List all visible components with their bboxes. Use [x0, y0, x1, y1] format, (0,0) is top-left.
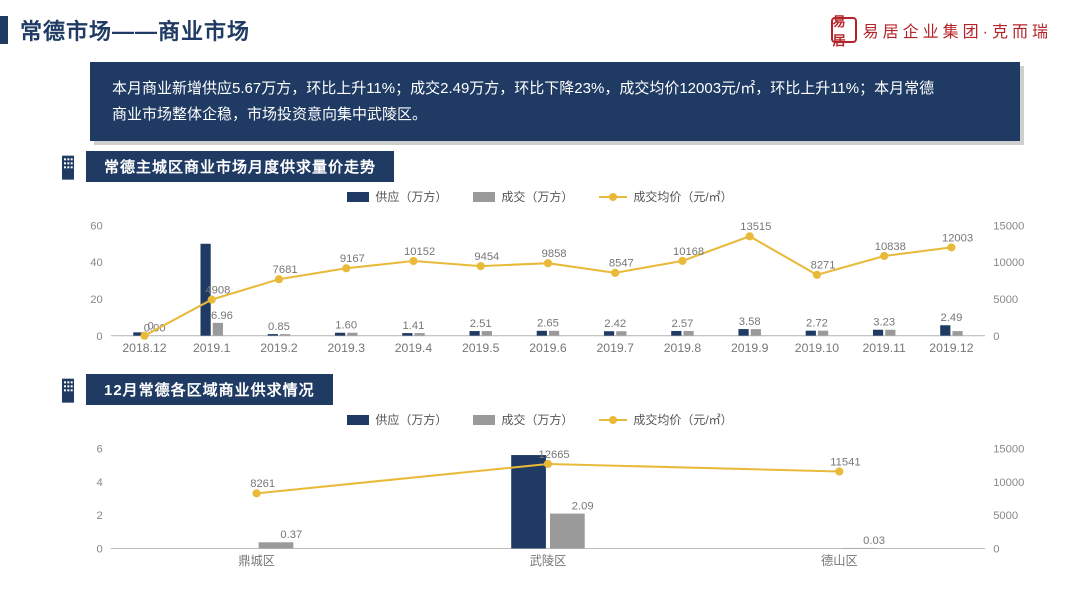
legend-deal: 成交（万方）	[473, 188, 573, 205]
chart2-svg: 0 2 4 6 0 5000 10000 15000 鼎城区 0.37 武陵区 2.09 德山区 0.03…	[70, 430, 1030, 573]
svg-text:2019.6: 2019.6	[529, 341, 567, 355]
svg-text:3.58: 3.58	[739, 316, 761, 328]
svg-text:2019.5: 2019.5	[462, 341, 500, 355]
svg-text:12665: 12665	[538, 449, 569, 461]
svg-text:0.85: 0.85	[268, 321, 290, 333]
svg-text:0: 0	[96, 544, 102, 556]
svg-text:9858: 9858	[542, 248, 567, 260]
svg-text:2019.11: 2019.11	[862, 341, 906, 355]
svg-text:5000: 5000	[993, 294, 1018, 306]
svg-text:10000: 10000	[993, 477, 1024, 489]
svg-text:2.57: 2.57	[672, 318, 694, 330]
chart1: 02040600500010000150002018.120.002019.16…	[70, 207, 1030, 360]
building-icon	[60, 376, 76, 403]
svg-text:2019.12: 2019.12	[929, 341, 973, 355]
legend-deal: 成交（万方）	[473, 411, 573, 428]
brand-text: 易居企业集团·克而瑞	[863, 18, 1052, 42]
svg-text:2.65: 2.65	[537, 318, 559, 330]
svg-text:0.37: 0.37	[280, 529, 302, 541]
summary-box: 本月商业新增供应5.67万方，环比上升11%；成交2.49万方，环比下降23%，…	[90, 62, 1020, 141]
legend-price: 成交均价（元/㎡）	[599, 411, 732, 428]
svg-text:40: 40	[90, 257, 102, 269]
svg-text:2.42: 2.42	[604, 318, 626, 330]
svg-text:0: 0	[147, 321, 153, 333]
svg-text:20: 20	[90, 294, 102, 306]
svg-text:5000: 5000	[993, 510, 1018, 522]
svg-text:0: 0	[96, 331, 102, 343]
svg-text:9454: 9454	[474, 251, 499, 263]
summary-line-1: 本月商业新增供应5.67万方，环比上升11%；成交2.49万方，环比下降23%，…	[112, 76, 998, 102]
svg-text:2018.12: 2018.12	[122, 341, 166, 355]
building-icon	[60, 153, 76, 180]
svg-text:2019.7: 2019.7	[596, 341, 634, 355]
chart1-svg: 02040600500010000150002018.120.002019.16…	[70, 207, 1030, 360]
svg-text:4: 4	[96, 477, 102, 489]
svg-text:2.09: 2.09	[572, 501, 594, 513]
chart2: 0 2 4 6 0 5000 10000 15000 鼎城区 0.37 武陵区 2.09 德山区 0.03…	[70, 430, 1030, 573]
svg-text:10152: 10152	[404, 246, 435, 258]
chart1-legend: 供应（万方） 成交（万方） 成交均价（元/㎡）	[0, 188, 1080, 205]
svg-text:德山区: 德山区	[821, 553, 858, 568]
svg-text:3.23: 3.23	[873, 317, 895, 329]
svg-text:2.72: 2.72	[806, 318, 828, 330]
svg-text:12003: 12003	[942, 232, 973, 244]
svg-text:0: 0	[993, 331, 999, 343]
legend-supply: 供应（万方）	[347, 411, 447, 428]
svg-text:60: 60	[90, 220, 102, 232]
svg-text:2.49: 2.49	[941, 312, 963, 324]
svg-text:鼎城区: 鼎城区	[238, 554, 275, 568]
svg-text:2: 2	[96, 510, 102, 522]
chart2-header: 12月常德各区域商业供求情况	[60, 374, 1080, 405]
svg-text:15000: 15000	[993, 220, 1024, 232]
svg-text:8271: 8271	[811, 260, 836, 272]
svg-text:2019.1: 2019.1	[193, 341, 231, 355]
brand: 易居 易居企业集团·克而瑞	[831, 17, 1052, 43]
svg-text:2019.2: 2019.2	[260, 341, 298, 355]
chart2-legend: 供应（万方） 成交（万方） 成交均价（元/㎡）	[0, 411, 1080, 428]
svg-text:11541: 11541	[830, 457, 860, 469]
svg-text:4908: 4908	[205, 284, 230, 296]
svg-text:2019.8: 2019.8	[664, 341, 702, 355]
legend-price: 成交均价（元/㎡）	[599, 188, 732, 205]
svg-text:0.03: 0.03	[863, 535, 885, 547]
svg-text:8261: 8261	[250, 478, 275, 490]
svg-text:15000: 15000	[993, 444, 1024, 456]
page-title: 常德市场——商业市场	[20, 14, 250, 46]
title-accent-bar	[0, 16, 8, 44]
legend-supply: 供应（万方）	[347, 188, 447, 205]
chart1-header: 常德主城区商业市场月度供求量价走势	[60, 151, 1080, 182]
svg-text:10168: 10168	[673, 246, 704, 258]
svg-text:13515: 13515	[740, 221, 771, 233]
svg-text:10838: 10838	[875, 241, 906, 253]
svg-text:武陵区: 武陵区	[530, 554, 567, 568]
title-group: 常德市场——商业市场	[0, 14, 250, 46]
svg-text:2019.9: 2019.9	[731, 341, 769, 355]
summary-line-2: 商业市场整体企稳，市场投资意向集中武陵区。	[112, 102, 998, 128]
brand-seal: 易居	[831, 17, 857, 43]
svg-text:0: 0	[993, 544, 999, 556]
svg-text:1.60: 1.60	[335, 320, 357, 332]
svg-text:2019.4: 2019.4	[395, 341, 433, 355]
svg-text:1.41: 1.41	[403, 320, 425, 332]
svg-text:7681: 7681	[273, 264, 298, 276]
svg-text:9167: 9167	[340, 253, 365, 265]
svg-text:6.96: 6.96	[211, 310, 233, 322]
svg-text:2019.3: 2019.3	[327, 341, 365, 355]
page-header: 常德市场——商业市场 易居 易居企业集团·克而瑞	[0, 0, 1080, 56]
svg-text:8547: 8547	[609, 258, 634, 270]
svg-text:10000: 10000	[993, 257, 1024, 269]
svg-text:6: 6	[96, 444, 102, 456]
chart1-title: 常德主城区商业市场月度供求量价走势	[86, 151, 394, 182]
svg-text:2019.10: 2019.10	[795, 341, 839, 355]
svg-text:2.51: 2.51	[470, 318, 492, 330]
chart2-title: 12月常德各区域商业供求情况	[86, 374, 333, 405]
